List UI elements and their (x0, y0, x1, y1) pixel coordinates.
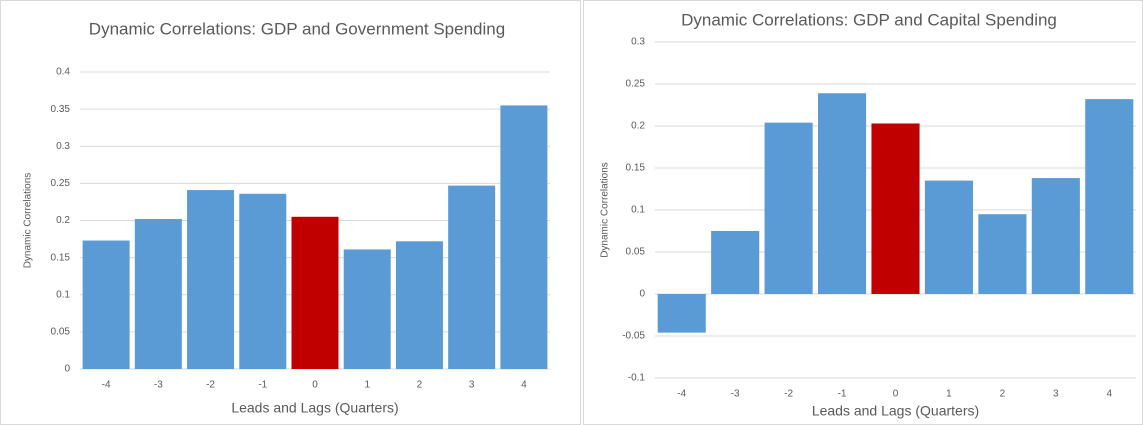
x-tick-label: 1 (946, 389, 952, 400)
x-tick-label: 1 (364, 380, 370, 391)
y-tick-label: 0 (64, 364, 70, 375)
y-tick-label: 0.1 (56, 289, 70, 300)
bar (711, 231, 760, 294)
x-tick-label: 3 (469, 380, 475, 391)
y-tick-label: 0 (639, 289, 645, 300)
x-tick-label: -2 (206, 380, 215, 391)
y-tick-label: 0.3 (631, 37, 645, 48)
y-tick-label: 0.4 (56, 67, 70, 78)
bar (657, 294, 706, 333)
y-tick-label: 0.35 (51, 104, 71, 115)
bar (134, 219, 182, 369)
bar (1031, 178, 1080, 294)
x-tick-label: 4 (1106, 389, 1112, 400)
bar (978, 214, 1027, 294)
y-axis-title: Dynamic Correlations (600, 162, 611, 258)
x-tick-label: -2 (784, 389, 793, 400)
x-tick-label: -3 (154, 380, 163, 391)
y-tick-label: 0.25 (626, 79, 646, 90)
x-tick-label: 2 (417, 380, 423, 391)
x-tick-label: 2 (1000, 389, 1006, 400)
y-tick-label: 0.1 (631, 205, 645, 216)
y-tick-label: 0.25 (51, 178, 71, 189)
x-axis-title: Leads and Lags (Quarters) (231, 400, 398, 416)
bar (187, 190, 235, 369)
bar (871, 123, 920, 294)
x-axis-title: Leads and Lags (Quarters) (812, 403, 979, 419)
bar (764, 122, 813, 294)
bar (291, 216, 339, 369)
x-tick-label: -3 (731, 389, 740, 400)
bar (239, 193, 287, 369)
bar (343, 249, 391, 369)
y-tick-label: 0.05 (626, 247, 646, 258)
y-tick-label: 0.15 (626, 163, 646, 174)
bar (818, 93, 867, 295)
x-tick-label: 0 (893, 389, 899, 400)
y-tick-label: 0.05 (51, 327, 71, 338)
x-tick-label: 0 (312, 380, 318, 391)
bar (448, 185, 496, 369)
y-tick-label: 0.3 (56, 141, 70, 152)
x-tick-label: -1 (258, 380, 267, 391)
y-axis-title: Dynamic Correlations (23, 173, 34, 269)
y-tick-label: 0.2 (631, 121, 645, 132)
y-tick-label: 0.15 (51, 252, 71, 263)
x-tick-label: -4 (102, 380, 111, 391)
bar (924, 180, 973, 294)
bar (1085, 99, 1134, 295)
x-tick-label: -4 (677, 389, 686, 400)
x-tick-label: 4 (521, 380, 527, 391)
bar (395, 241, 443, 369)
y-tick-label: -0.1 (628, 373, 646, 384)
x-tick-label: -1 (838, 389, 847, 400)
y-tick-label: -0.05 (622, 331, 645, 342)
y-tick-label: 0.2 (56, 215, 70, 226)
chart-title: Dynamic Correlations: GDP and Capital Sp… (681, 10, 1057, 29)
x-tick-label: 3 (1053, 389, 1059, 400)
bar (500, 105, 548, 369)
bar (82, 240, 130, 369)
chart-title: Dynamic Correlations: GDP and Government… (89, 19, 505, 38)
